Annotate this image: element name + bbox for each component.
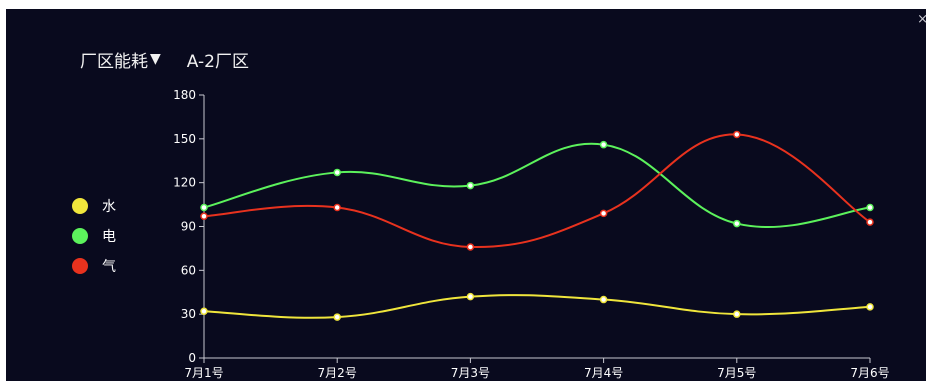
y-tick-label: 30 (181, 307, 196, 321)
caret-down-icon: ▼ (150, 51, 161, 67)
x-tick-label: 7月5号 (717, 366, 756, 380)
data-point-gas (599, 209, 608, 218)
x-tick-label: 7月2号 (318, 366, 357, 380)
series-line-water (203, 294, 871, 319)
legend-item-gas[interactable]: 气 (72, 251, 116, 281)
legend-item-water[interactable]: 水 (72, 191, 116, 221)
series-line-gas (203, 133, 871, 248)
data-point-water (466, 292, 475, 301)
legend-swatch-water (72, 198, 88, 214)
y-tick-label: 150 (173, 132, 196, 146)
data-point-water (599, 295, 608, 304)
close-icon[interactable]: × (917, 12, 926, 27)
dropdown-label: 厂区能耗 (80, 51, 148, 72)
legend-swatch-electricity (72, 228, 88, 244)
y-tick-label: 120 (173, 176, 196, 190)
data-point-electricity (466, 181, 475, 190)
data-point-electricity (200, 203, 208, 212)
x-tick-label: 7月6号 (850, 366, 889, 380)
data-point-electricity (599, 140, 608, 149)
y-tick-label: 60 (181, 263, 196, 277)
data-point-gas (200, 212, 208, 221)
data-point-gas (333, 203, 341, 212)
data-point-water (733, 310, 741, 318)
data-point-gas (866, 218, 874, 226)
x-tick-label: 7月3号 (451, 366, 490, 380)
y-tick-label: 0 (188, 351, 196, 365)
legend-swatch-gas (72, 258, 88, 274)
legend-label-gas: 气 (102, 259, 116, 275)
data-point-water (866, 303, 874, 311)
data-point-electricity (866, 203, 874, 212)
plant-name: A-2厂区 (186, 51, 249, 72)
data-point-electricity (333, 168, 341, 177)
line-chart: 0 30 60 90 120 150 180 7月1号 7月2号 7月3号 7月4号 7月5号 7月6号 (173, 88, 890, 380)
energy-chart-panel: × 厂区能耗 ▼ A-2厂区 水 电 气 0 30 60 90 120 150 180 7月1… (6, 9, 926, 381)
y-tick-label: 180 (173, 88, 196, 102)
data-point-gas (733, 130, 741, 139)
x-tick-label: 7月1号 (184, 366, 223, 380)
data-point-water (333, 313, 341, 321)
data-point-electricity (733, 219, 741, 228)
legend-item-electricity[interactable]: 电 (72, 221, 116, 251)
x-tick-label: 7月4号 (584, 366, 623, 380)
series-line-electricity (203, 142, 871, 228)
data-point-water (200, 307, 208, 315)
energy-type-dropdown[interactable]: 厂区能耗 ▼ (80, 47, 161, 72)
chart-header: 厂区能耗 ▼ A-2厂区 (80, 47, 249, 72)
y-tick-label: 90 (181, 220, 196, 234)
data-point-gas (466, 243, 475, 251)
legend-label-electricity: 电 (102, 229, 116, 245)
legend-label-water: 水 (102, 199, 116, 215)
legend: 水 电 气 (72, 191, 116, 281)
